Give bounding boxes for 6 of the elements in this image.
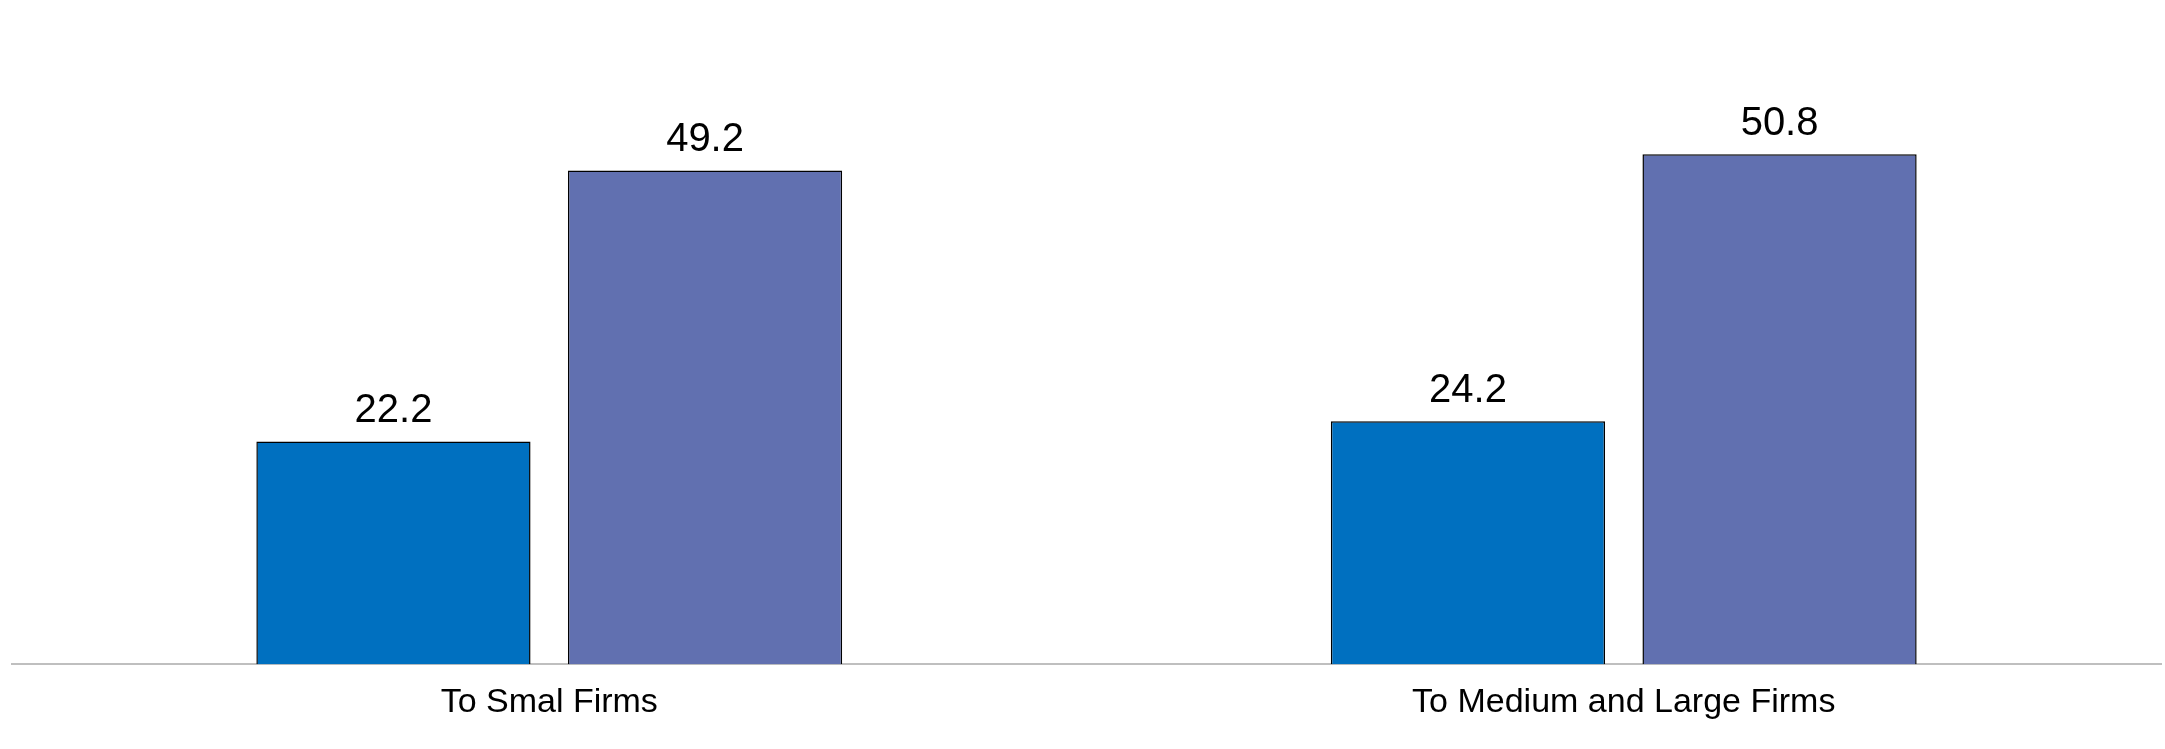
data-label: 50.8	[1740, 99, 1819, 144]
data-label: 22.2	[354, 386, 433, 431]
data-label: 49.2	[666, 115, 744, 160]
x-tick-label: To Smal Firms	[440, 680, 658, 719]
x-tick-label: To Medium and Large Firms	[1412, 680, 1836, 719]
data-label: 24.2	[1429, 366, 1507, 411]
